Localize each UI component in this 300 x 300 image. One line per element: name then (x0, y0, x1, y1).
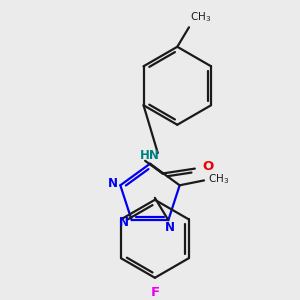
Text: N: N (119, 216, 129, 229)
Text: HN: HN (140, 149, 160, 162)
Text: CH$_3$: CH$_3$ (190, 11, 211, 24)
Text: O: O (202, 160, 214, 173)
Text: N: N (165, 221, 175, 235)
Text: N: N (107, 177, 118, 190)
Text: CH$_3$: CH$_3$ (208, 172, 229, 186)
Text: F: F (150, 286, 159, 298)
